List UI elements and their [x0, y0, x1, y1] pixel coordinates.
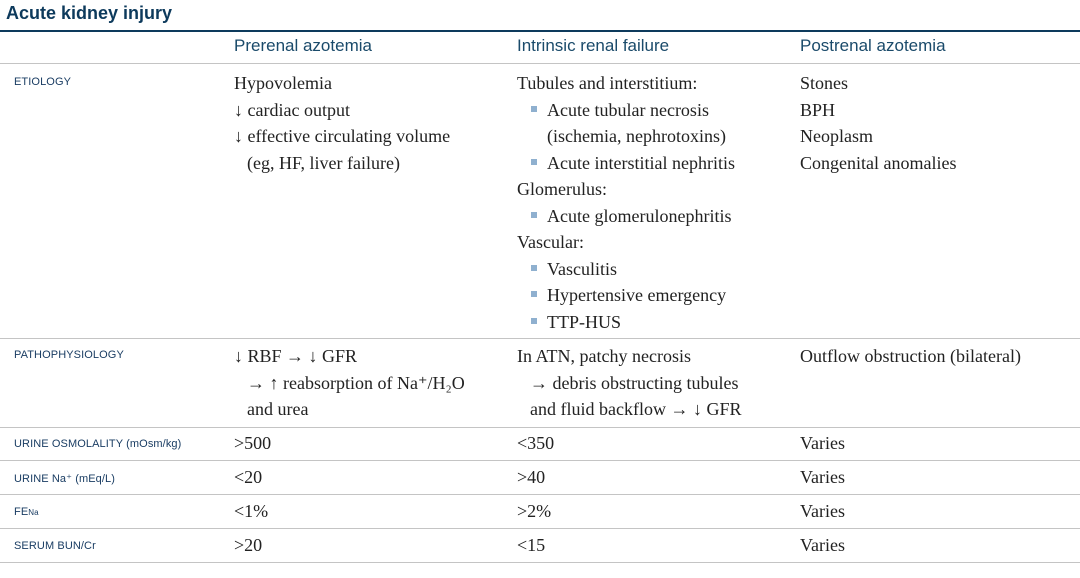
serum-bun-cr-postrenal: Varies — [800, 535, 845, 555]
page-title: Acute kidney injury — [6, 3, 173, 23]
etiology-prerenal: Hypovolemia ↓ cardiac output ↓ effective… — [234, 70, 450, 176]
urine-osmolality-intrinsic: <350 — [517, 433, 555, 453]
pathophysiology-postrenal: Outflow obstruction (bilateral) — [800, 343, 1021, 370]
row-label-fena: FENa — [14, 506, 39, 518]
row-label-serum-bun-cr: SERUM BUN/Cr — [14, 540, 96, 552]
etiology-postrenal-line: Stones — [800, 73, 849, 93]
pathophysiology-postrenal-line: Outflow obstruction (bilateral) — [800, 346, 1021, 366]
urine-na-postrenal: Varies — [800, 467, 845, 487]
urine-osmolality-prerenal: >500 — [234, 433, 272, 453]
etiology-atn-causes: (ischemia, nephrotoxins) — [547, 126, 726, 146]
etiology-heading-tubules: Tubules and interstitium: — [517, 73, 698, 93]
row-divider — [0, 338, 1080, 339]
fena-intrinsic: >2% — [517, 501, 552, 521]
pathophysiology-prerenal-line: → ↑ reabsorption of Na⁺/H₂O — [247, 372, 465, 393]
etiology-bullet-atn: Acute tubular necrosis — [517, 97, 735, 124]
etiology-postrenal-line: Neoplasm — [800, 126, 873, 146]
pathophysiology-prerenal-line: and urea — [247, 399, 309, 419]
etiology-bullet-ain: Acute interstitial nephritis — [517, 150, 735, 177]
fena-label-subscript: Na — [28, 508, 39, 517]
column-header-prerenal: Prerenal azotemia — [234, 36, 372, 55]
etiology-prerenal-line: Hypovolemia — [234, 73, 332, 93]
title-rule — [0, 30, 1080, 32]
pathophysiology-prerenal: ↓ RBF → ↓ GFR → ↑ reabsorption of Na⁺/H₂… — [234, 343, 465, 423]
serum-bun-cr-intrinsic: <15 — [517, 535, 546, 555]
row-label-urine-na: URINE Na⁺ (mEq/L) — [14, 473, 116, 485]
column-header-intrinsic: Intrinsic renal failure — [517, 36, 670, 55]
fena-label-main: FE — [14, 506, 29, 518]
etiology-prerenal-line: ↓ effective circulating volume — [234, 126, 451, 146]
urine-osmolality-postrenal: Varies — [800, 433, 845, 453]
header-divider — [0, 63, 1080, 64]
etiology-intrinsic: Tubules and interstitium: Acute tubular … — [517, 70, 735, 335]
fena-prerenal: <1% — [234, 501, 269, 521]
etiology-heading-vascular: Vascular: — [517, 232, 584, 252]
row-label-etiology: ETIOLOGY — [14, 76, 72, 88]
pathophysiology-prerenal-line: ↓ RBF → ↓ GFR — [234, 346, 358, 366]
serum-bun-cr-prerenal: >20 — [234, 535, 263, 555]
etiology-heading-glomerulus: Glomerulus: — [517, 179, 607, 199]
fena-postrenal: Varies — [800, 501, 845, 521]
etiology-prerenal-line: ↓ cardiac output — [234, 99, 350, 120]
row-label-urine-osmolality: URINE OSMOLALITY (mOsm/kg) — [14, 438, 182, 450]
row-divider — [0, 528, 1080, 529]
etiology-bullet-vasculitis: Vasculitis — [517, 256, 735, 283]
pathophysiology-intrinsic-line: and fluid backflow → ↓ GFR — [530, 399, 742, 419]
pathophysiology-intrinsic-line: → debris obstructing tubules — [530, 372, 739, 393]
etiology-prerenal-line: (eg, HF, liver failure) — [247, 152, 400, 173]
table-bottom-rule — [0, 562, 1080, 563]
etiology-postrenal-line: BPH — [800, 99, 836, 120]
urine-na-intrinsic: >40 — [517, 467, 546, 487]
row-label-pathophysiology: PATHOPHYSIOLOGY — [14, 349, 124, 361]
etiology-bullet-hypertensive: Hypertensive emergency — [517, 282, 735, 309]
pathophysiology-intrinsic-line: In ATN, patchy necrosis — [517, 346, 691, 366]
row-divider — [0, 494, 1080, 495]
pathophysiology-intrinsic: In ATN, patchy necrosis → debris obstruc… — [517, 343, 741, 423]
urine-na-prerenal: <20 — [234, 467, 263, 487]
etiology-postrenal: Stones BPH Neoplasm Congenital anomalies — [800, 70, 956, 176]
etiology-bullet-agn: Acute glomerulonephritis — [517, 203, 735, 230]
etiology-postrenal-line: Congenital anomalies — [800, 152, 957, 173]
etiology-bullet-ttp: TTP-HUS — [517, 309, 735, 336]
column-header-postrenal: Postrenal azotemia — [800, 36, 946, 55]
row-divider — [0, 427, 1080, 428]
row-divider — [0, 460, 1080, 461]
